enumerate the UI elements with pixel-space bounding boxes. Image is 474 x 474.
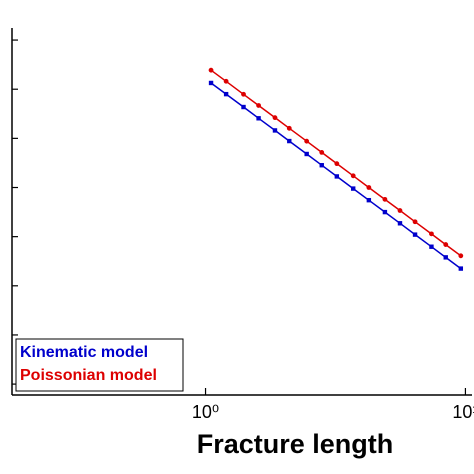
marker [223, 91, 229, 97]
x-axis-label: Fracture length [197, 429, 394, 459]
x-tick-label: 10¹ [452, 402, 474, 422]
marker [319, 150, 325, 155]
marker [443, 242, 449, 247]
marker [350, 173, 356, 179]
marker [319, 163, 324, 168]
marker [334, 161, 340, 167]
marker [256, 116, 261, 121]
marker [272, 128, 278, 133]
legend-box [15, 338, 184, 392]
marker [304, 138, 310, 144]
marker [397, 208, 403, 213]
marker [241, 91, 246, 97]
marker [304, 151, 309, 157]
marker [366, 197, 372, 203]
marker [272, 115, 278, 121]
marker [429, 244, 434, 249]
marker [241, 104, 246, 110]
marker [334, 174, 340, 179]
marker [256, 103, 261, 108]
marker [458, 266, 464, 271]
marker [429, 231, 434, 237]
marker [397, 221, 403, 226]
marker [412, 232, 418, 237]
marker [412, 219, 418, 225]
marker [208, 67, 214, 73]
marker [382, 209, 388, 215]
marker [351, 186, 356, 191]
marker [366, 185, 372, 190]
marker [287, 138, 292, 144]
marker [458, 253, 464, 259]
marker [443, 255, 448, 260]
marker [223, 78, 229, 84]
legend-label: Kinematic model [20, 344, 148, 361]
legend-label: Poissonian model [20, 367, 157, 384]
marker [286, 125, 292, 131]
x-tick-label: 10⁰ [192, 402, 219, 422]
marker [208, 80, 214, 86]
marker [382, 196, 388, 202]
